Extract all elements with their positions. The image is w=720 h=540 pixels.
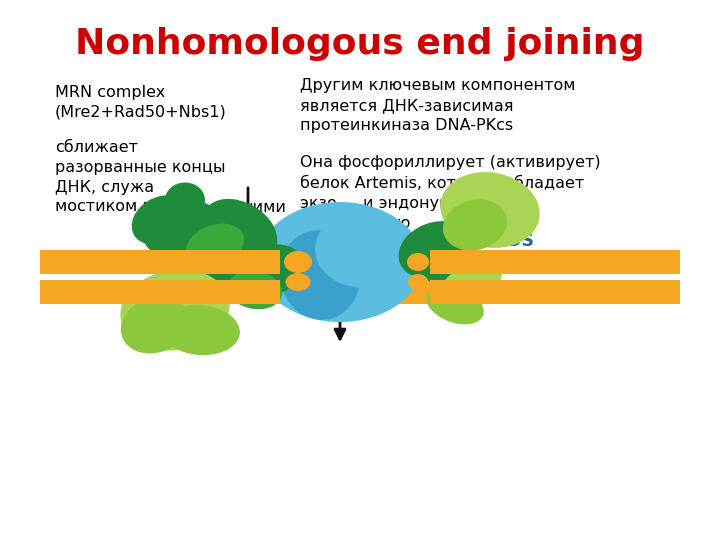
Text: Другим ключевым компонентом
является ДНК-зависимая
протеинкиназа DNA-PKcs: Другим ключевым компонентом является ДНК… [300, 78, 575, 133]
Ellipse shape [186, 224, 244, 266]
Text: сближает
разорванные концы
ДНК, служа
мостиком между: сближает разорванные концы ДНК, служа мо… [55, 140, 225, 214]
Bar [40, 250, 280, 274]
Ellipse shape [132, 195, 189, 245]
Ellipse shape [139, 195, 231, 269]
Bar [40, 250, 680, 274]
Ellipse shape [399, 221, 472, 279]
Ellipse shape [315, 212, 405, 288]
Ellipse shape [165, 183, 205, 218]
Bar [430, 250, 680, 274]
Ellipse shape [441, 172, 540, 248]
Ellipse shape [160, 305, 240, 355]
Ellipse shape [284, 251, 312, 273]
Bar [40, 280, 680, 304]
Ellipse shape [426, 286, 484, 325]
Ellipse shape [120, 269, 230, 350]
Bar [430, 280, 680, 304]
Ellipse shape [121, 296, 189, 354]
Text: Она фосфориллирует (активирует)
белок Artemis, который обладает
экзо-    и эндон: Она фосфориллирует (активирует) белок Ar… [300, 155, 600, 231]
Ellipse shape [228, 271, 282, 309]
Ellipse shape [438, 260, 502, 309]
Text: PROCESSING OF DNA ENDS: PROCESSING OF DNA ENDS [268, 232, 534, 250]
Ellipse shape [420, 249, 480, 291]
Ellipse shape [235, 244, 305, 296]
Text: Nonhomologous end joining: Nonhomologous end joining [76, 27, 644, 61]
Ellipse shape [443, 199, 507, 251]
Text: ними: ними [242, 200, 286, 215]
Ellipse shape [280, 230, 360, 320]
Ellipse shape [286, 273, 310, 291]
Ellipse shape [203, 199, 277, 261]
Ellipse shape [183, 260, 237, 291]
Ellipse shape [258, 202, 423, 322]
Ellipse shape [408, 274, 428, 290]
Bar [40, 280, 280, 304]
Text: MRN complex
(Mre2+Rad50+Nbs1): MRN complex (Mre2+Rad50+Nbs1) [55, 85, 227, 120]
Ellipse shape [407, 253, 429, 271]
